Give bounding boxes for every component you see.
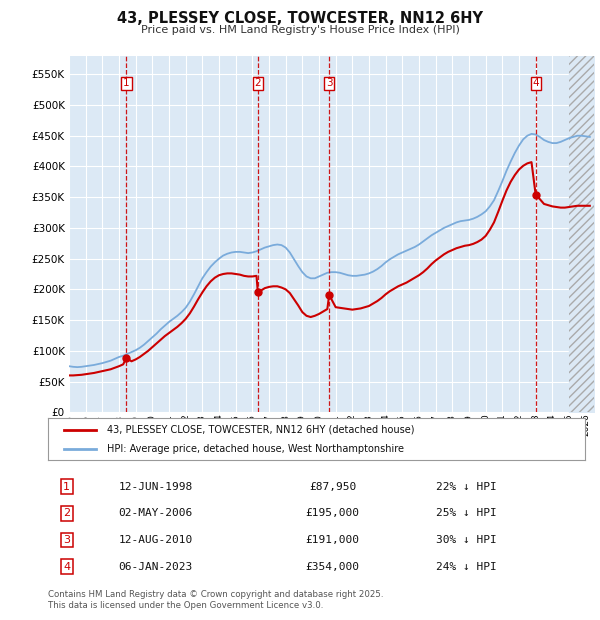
- Text: 1: 1: [63, 482, 70, 492]
- Text: 4: 4: [63, 562, 70, 572]
- Text: 25% ↓ HPI: 25% ↓ HPI: [436, 508, 497, 518]
- Text: 43, PLESSEY CLOSE, TOWCESTER, NN12 6HY: 43, PLESSEY CLOSE, TOWCESTER, NN12 6HY: [117, 11, 483, 26]
- Text: 2: 2: [63, 508, 70, 518]
- Text: 06-JAN-2023: 06-JAN-2023: [118, 562, 193, 572]
- Text: 30% ↓ HPI: 30% ↓ HPI: [436, 535, 497, 545]
- Text: Price paid vs. HM Land Registry's House Price Index (HPI): Price paid vs. HM Land Registry's House …: [140, 25, 460, 35]
- Text: 22% ↓ HPI: 22% ↓ HPI: [436, 482, 497, 492]
- Text: £195,000: £195,000: [305, 508, 359, 518]
- Text: 43, PLESSEY CLOSE, TOWCESTER, NN12 6HY (detached house): 43, PLESSEY CLOSE, TOWCESTER, NN12 6HY (…: [107, 425, 415, 435]
- Text: HPI: Average price, detached house, West Northamptonshire: HPI: Average price, detached house, West…: [107, 445, 404, 454]
- Bar: [569, 43, 594, 412]
- Text: £191,000: £191,000: [305, 535, 359, 545]
- Text: £354,000: £354,000: [305, 562, 359, 572]
- Text: £87,950: £87,950: [309, 482, 356, 492]
- Text: 12-JUN-1998: 12-JUN-1998: [118, 482, 193, 492]
- Text: Contains HM Land Registry data © Crown copyright and database right 2025.
This d: Contains HM Land Registry data © Crown c…: [48, 590, 383, 609]
- Text: 3: 3: [63, 535, 70, 545]
- Text: 24% ↓ HPI: 24% ↓ HPI: [436, 562, 497, 572]
- Text: 12-AUG-2010: 12-AUG-2010: [118, 535, 193, 545]
- Text: 3: 3: [326, 79, 332, 89]
- Text: 02-MAY-2006: 02-MAY-2006: [118, 508, 193, 518]
- Text: 2: 2: [254, 79, 261, 89]
- Text: 4: 4: [533, 79, 539, 89]
- Text: 1: 1: [123, 79, 130, 89]
